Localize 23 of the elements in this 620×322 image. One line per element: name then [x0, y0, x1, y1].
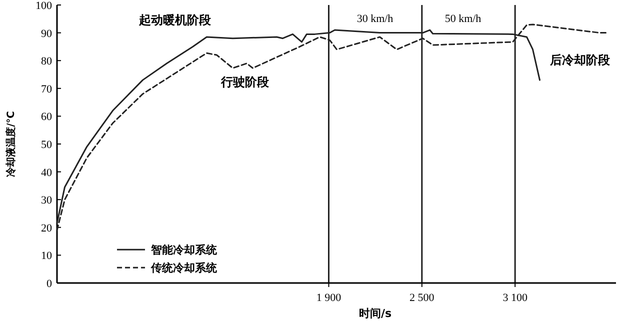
y-tick-label: 20 [41, 222, 52, 234]
y-tick-label: 10 [41, 250, 52, 262]
x-axis-title: 时间/s [359, 307, 392, 320]
annotation: 行驶阶段 [220, 75, 270, 89]
legend-label: 智能冷却系统 [150, 244, 218, 257]
x-tick-label: 2 500 [410, 292, 435, 304]
x-tick-label: 3 100 [502, 292, 528, 304]
annotation: 50 km/h [444, 13, 482, 25]
annotation: 起动暖机阶段 [138, 13, 212, 27]
y-tick-label: 90 [41, 28, 52, 40]
annotation: 30 km/h [356, 13, 394, 25]
y-tick-label: 80 [41, 56, 52, 68]
y-axis-title: 冷却液温度/℃ [5, 111, 17, 177]
y-tick-label: 60 [41, 111, 52, 124]
y-tick-label: 30 [41, 194, 52, 207]
y-tick-label: 70 [41, 83, 52, 96]
legend-label: 传统冷却系统 [150, 262, 218, 275]
annotation: 后冷却阶段 [549, 53, 611, 67]
y-tick-label: 0 [46, 278, 52, 290]
x-tick-label: 1 900 [316, 292, 342, 304]
y-tick-label: 100 [36, 0, 52, 12]
y-tick-label: 40 [41, 166, 52, 179]
y-tick-label: 50 [41, 139, 52, 151]
